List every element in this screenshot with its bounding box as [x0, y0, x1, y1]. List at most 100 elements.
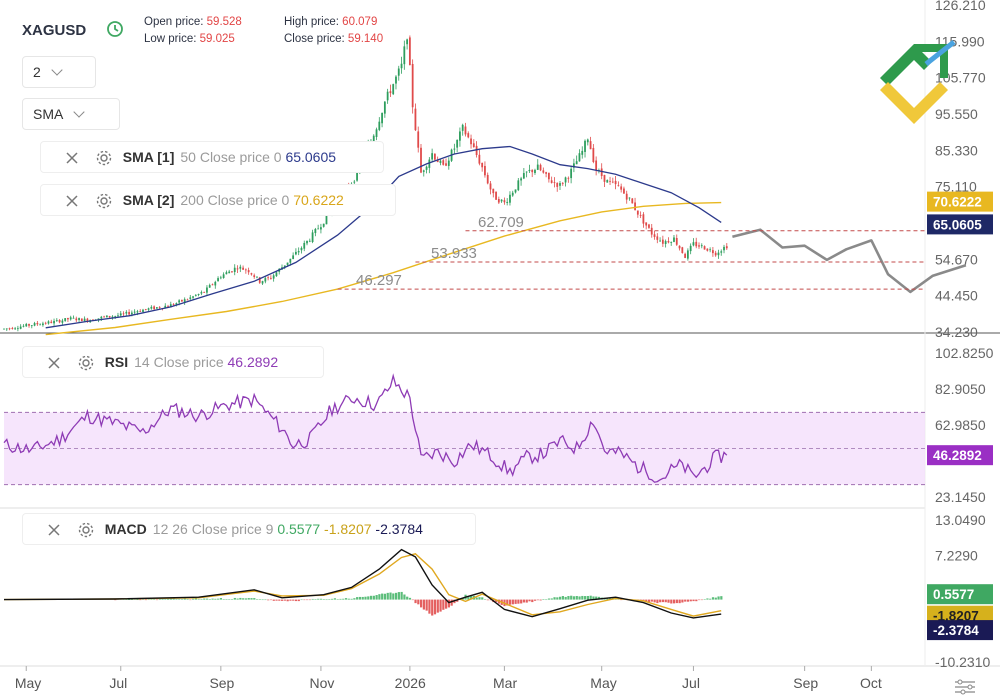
macd-histogram-bar: [394, 592, 398, 600]
x-tick-label: Sep: [209, 675, 234, 691]
candle-body: [292, 255, 295, 259]
macd-histogram-bar: [358, 596, 362, 600]
interval-select[interactable]: 2: [22, 56, 96, 88]
macd-histogram-bar: [439, 599, 442, 612]
macd-histogram-bar: [203, 598, 206, 600]
candle-body: [656, 236, 659, 240]
candle-body: [573, 163, 575, 168]
clock-icon[interactable]: [106, 20, 124, 38]
macd-histogram-bar: [164, 599, 167, 600]
macd-histogram-bar: [531, 599, 534, 603]
macd-histogram-bar: [550, 598, 553, 600]
settings-icon[interactable]: [955, 679, 975, 695]
macd-histogram-bar: [192, 598, 195, 600]
candle-body: [570, 168, 573, 179]
macd-histogram-bar: [331, 598, 334, 600]
candle-body: [545, 172, 547, 174]
candle-body: [547, 172, 550, 180]
candle-body: [297, 251, 300, 253]
candle-body: [153, 306, 156, 310]
symbol-title: XAGUSD: [22, 22, 87, 39]
candle-body: [122, 313, 125, 315]
macd-histogram-bar: [292, 599, 295, 601]
macd-tag-3-bg: [927, 620, 993, 641]
macd-histogram-bar: [522, 599, 526, 603]
candle-body: [189, 297, 192, 299]
candle-body: [69, 317, 72, 320]
macd-histogram-bar: [653, 599, 656, 603]
macd-histogram-bar: [155, 599, 159, 601]
candle-body: [456, 139, 459, 148]
rsi-y-tick-label: 23.1450: [935, 489, 986, 505]
macd-histogram-bar: [378, 594, 381, 600]
macd-histogram-bar: [692, 599, 695, 602]
settings-icon-knob: [957, 679, 963, 685]
candle-body: [72, 317, 75, 319]
macd-histogram-bar: [720, 596, 723, 600]
close-icon[interactable]: [47, 523, 61, 537]
macd-histogram-bar: [542, 599, 545, 600]
candle-body: [392, 84, 395, 95]
candle-body: [653, 234, 656, 237]
macd-histogram-bar: [689, 599, 692, 602]
gear-icon[interactable]: [77, 521, 95, 539]
candle-body: [264, 278, 267, 282]
close-icon[interactable]: [47, 356, 61, 370]
macd-histogram-bar: [389, 592, 392, 600]
close-icon[interactable]: [65, 151, 79, 165]
macd-histogram-bar: [678, 599, 681, 604]
macd-histogram-bar: [183, 598, 186, 600]
macd-histogram-bar: [411, 599, 414, 601]
macd-histogram-bar: [547, 598, 551, 600]
close-icon[interactable]: [65, 194, 79, 208]
x-tick-label: Oct: [860, 675, 882, 691]
rsi-name: RSI: [104, 354, 129, 370]
candle-body: [403, 46, 406, 65]
macd-histogram-bar: [133, 599, 136, 600]
candle-body: [439, 160, 442, 163]
candle-body: [575, 161, 578, 165]
candle-body: [667, 241, 670, 243]
macd-histogram-bar: [364, 596, 367, 600]
macd-histogram-bar: [250, 598, 253, 600]
macd-histogram-bar: [169, 598, 172, 600]
chevron-down-icon: [51, 64, 63, 76]
low-price: Low price: 59.025: [144, 31, 235, 47]
macd-histogram-bar: [506, 599, 509, 606]
interval-value: 2: [33, 64, 41, 80]
candle-body: [614, 180, 617, 185]
macd-histogram-bar: [684, 599, 687, 602]
candle-body: [650, 227, 653, 235]
candle-body: [320, 227, 322, 230]
candle-body: [289, 258, 292, 263]
candle-body: [406, 39, 408, 45]
macd-histogram-bar: [433, 599, 437, 615]
candle-body: [30, 325, 33, 327]
macd-histogram-bar: [153, 599, 156, 600]
candle-body: [225, 272, 228, 275]
macd-histogram-bar: [575, 595, 578, 600]
candle-body: [625, 193, 628, 200]
macd-histogram-bar: [233, 597, 236, 600]
indicator-select[interactable]: SMA: [22, 98, 120, 130]
candle-body: [586, 139, 589, 143]
macd-histogram-bar: [686, 599, 690, 602]
sma50-tag-bg: [927, 214, 993, 235]
gear-icon[interactable]: [77, 354, 95, 372]
macd-histogram-bar: [586, 595, 589, 600]
candle-body: [311, 232, 314, 242]
gear-icon[interactable]: [95, 192, 113, 210]
candle-body: [314, 228, 317, 234]
macd-histogram-bar: [650, 599, 653, 602]
macd-histogram-bar: [230, 599, 234, 600]
candle-body: [681, 247, 684, 254]
candle-body: [611, 181, 614, 183]
macd-histogram-bar: [703, 599, 706, 600]
gear-icon[interactable]: [95, 149, 113, 167]
macd-histogram-bar: [647, 599, 651, 603]
y-tick-label: 34.230: [935, 324, 978, 340]
close-value: 59.140: [347, 33, 384, 45]
candle-body: [425, 166, 428, 170]
sma200-tag-bg: [927, 191, 993, 212]
